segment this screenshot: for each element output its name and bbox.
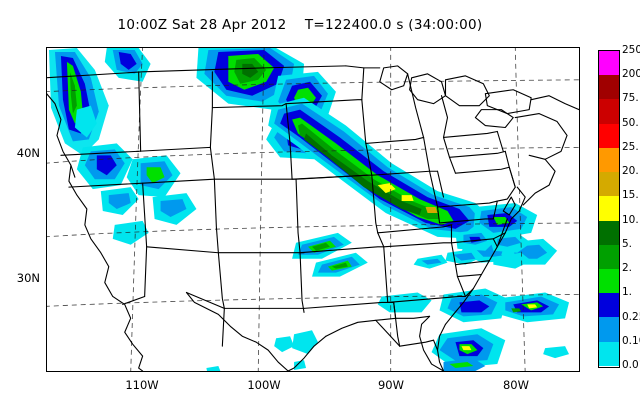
- page-title: 10:00Z Sat 28 Apr 2012 T=122400.0 s (34:…: [117, 17, 483, 33]
- map-boundaries: [47, 65, 579, 371]
- x-tick-label-100w: 100W: [247, 378, 281, 392]
- colorbar-tick-label-11: 0.25: [622, 310, 640, 323]
- precip-texas-scatter: [206, 330, 318, 371]
- colorbar-segment-3: [599, 123, 619, 148]
- colorbar-tick-label-3: 50.: [622, 116, 639, 129]
- x-tick-label-80w: 80W: [502, 378, 529, 392]
- y-tick-label-30n: 30N: [16, 271, 40, 285]
- precip-carolina-coast: [377, 288, 570, 323]
- colorbar-segment-4: [599, 147, 619, 173]
- colorbar-tick-label-7: 10.: [622, 213, 639, 226]
- colorbar-segment-8: [599, 244, 619, 269]
- colorbar-segment-5: [599, 172, 619, 197]
- colorbar-segment-12: [599, 341, 619, 366]
- precipitation-field: [48, 48, 570, 371]
- colorbar-tick-label-5: 20.: [622, 165, 639, 178]
- map-canvas: [47, 48, 579, 371]
- colorbar-segment-10: [599, 293, 619, 318]
- colorbar[interactable]: [598, 50, 620, 368]
- colorbar-tick-label-0: 250.: [622, 44, 640, 56]
- colorbar-tick-label-2: 75.: [622, 92, 639, 105]
- colorbar-tick-label-1: 200.: [622, 68, 640, 81]
- colorbar-segment-11: [599, 317, 619, 342]
- y-tick-label-40n: 40N: [16, 146, 40, 160]
- precip-florida: [431, 328, 570, 371]
- colorbar-segment-0: [599, 51, 619, 76]
- precip-pacific-northwest: [48, 48, 197, 245]
- colorbar-tick-label-8: 5.: [622, 237, 633, 250]
- colorbar-tick-label-6: 15.: [622, 189, 639, 202]
- colorbar-tick-label-10: 1.: [622, 286, 633, 299]
- colorbar-labels: 250. 200. 75. 50. 25. 20. 15. 10. 5. 2. 1. 0.25 0.10…: [622, 44, 640, 371]
- colorbar-segment-2: [599, 99, 619, 124]
- colorbar-tick-label-12: 0.10: [622, 334, 640, 347]
- colorbar-segment-9: [599, 268, 619, 294]
- x-tick-label-90w: 90W: [377, 378, 404, 392]
- colorbar-segment-1: [599, 75, 619, 100]
- colorbar-tick-label-4: 25.: [622, 140, 639, 153]
- colorbar-segment-7: [599, 220, 619, 245]
- map-plot-area[interactable]: [46, 47, 580, 372]
- graticule: [47, 48, 579, 371]
- colorbar-segment-6: [599, 196, 619, 221]
- x-tick-label-110w: 110W: [125, 378, 159, 392]
- colorbar-tick-label-9: 2.: [622, 262, 633, 275]
- precip-missouri-streaks: [292, 232, 368, 277]
- colorbar-tick-label-13: 0.01: [622, 359, 640, 371]
